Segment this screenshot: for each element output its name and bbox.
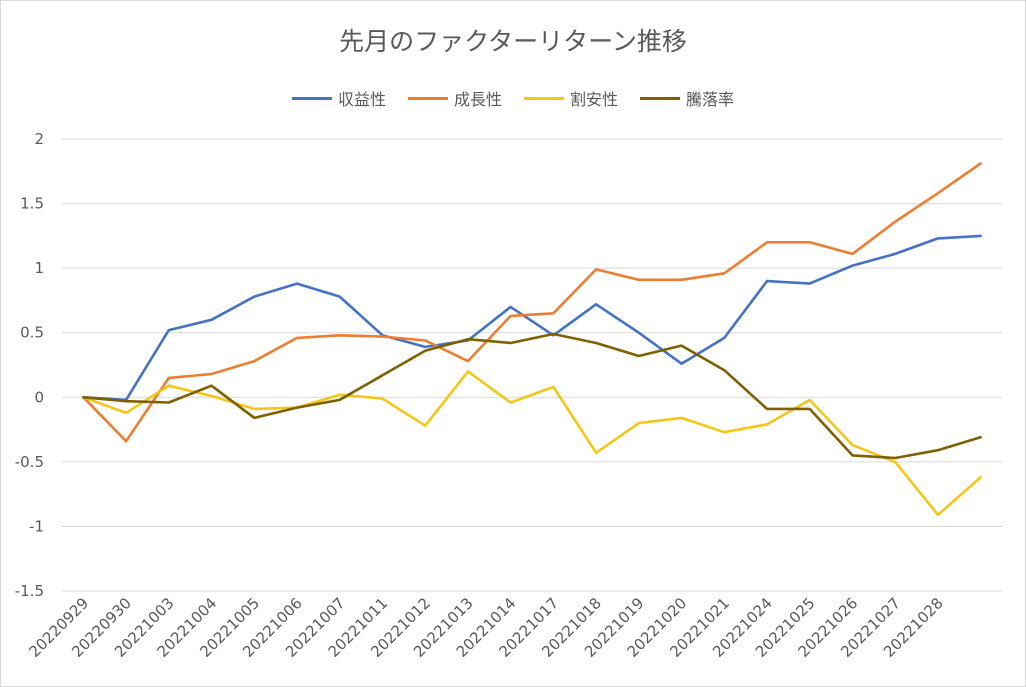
y-tick-label: -1 <box>29 517 44 535</box>
series-line-1 <box>82 162 982 443</box>
y-tick-label: 1.5 <box>20 195 44 213</box>
chart-title: 先月のファクターリターン推移 <box>339 27 687 56</box>
legend-item: 収益性 <box>291 86 386 110</box>
series-line-2 <box>82 370 982 517</box>
series-line-0 <box>82 234 982 402</box>
legend-label: 割安性 <box>570 90 619 109</box>
legend-item: 騰落率 <box>640 86 734 110</box>
y-tick-label: 2 <box>34 130 44 148</box>
legend-label: 騰落率 <box>686 90 735 109</box>
legend-item: 割安性 <box>524 86 618 110</box>
x-axis-ticks: 2022092920220930202210032022100420221005… <box>25 594 946 661</box>
legend-label: 成長性 <box>453 90 502 109</box>
legend-swatch <box>291 96 332 100</box>
y-tick-label: -0.5 <box>15 453 44 471</box>
y-axis-ticks: 2 1.5 1 0.5 0 -0.5 -1 -1.5 <box>15 130 44 600</box>
legend-swatch <box>524 96 564 100</box>
series-line-3 <box>82 332 982 460</box>
y-tick-label: -1.5 <box>15 582 44 600</box>
gridlines <box>62 138 1002 592</box>
legend-swatch <box>640 96 681 100</box>
legend: 収益性 成長性 割安性 騰落率 <box>0 86 1026 110</box>
legend-swatch <box>407 96 448 100</box>
y-tick-label: 0 <box>34 388 44 406</box>
y-tick-label: 1 <box>34 259 44 277</box>
legend-label: 収益性 <box>337 90 386 109</box>
series-lines <box>82 162 982 517</box>
legend-item: 成長性 <box>407 86 502 110</box>
y-tick-label: 0.5 <box>20 324 44 342</box>
